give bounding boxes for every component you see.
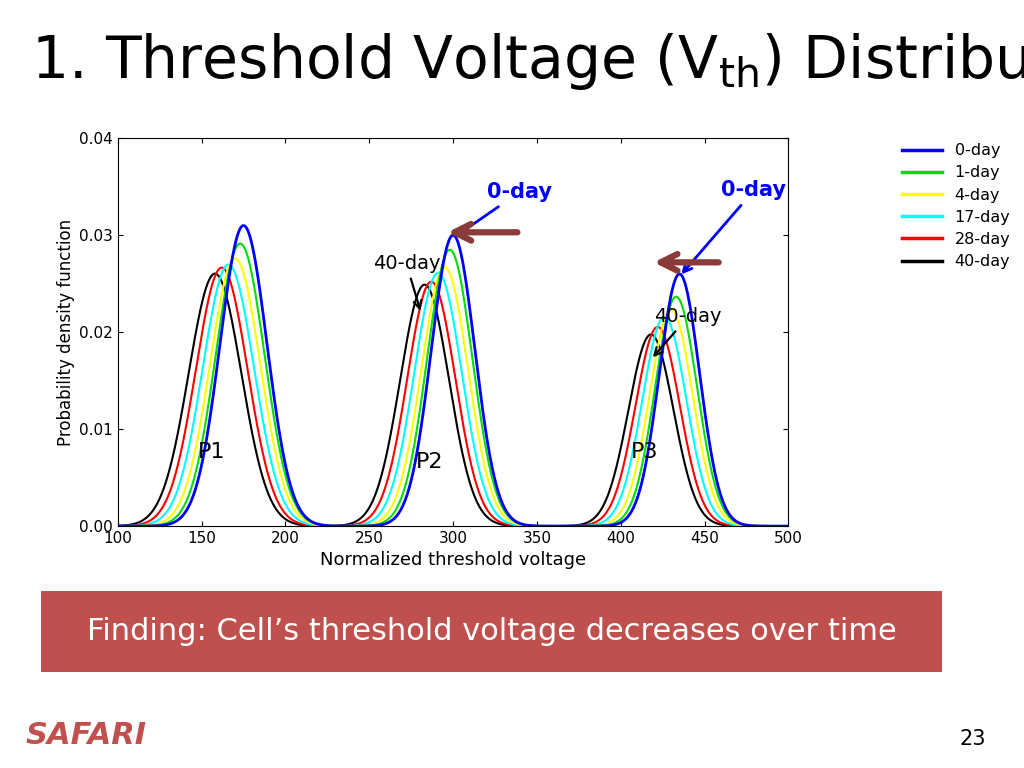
Text: P1: P1 <box>199 442 225 462</box>
X-axis label: Normalized threshold voltage: Normalized threshold voltage <box>321 551 586 570</box>
Text: P3: P3 <box>631 442 658 462</box>
Text: 1. Threshold Voltage ($\mathdefault{V_{th}}$) Distribution: 1. Threshold Voltage ($\mathdefault{V_{t… <box>31 31 1024 92</box>
Text: P2: P2 <box>416 452 443 472</box>
Y-axis label: Probability density function: Probability density function <box>57 219 75 445</box>
Text: 23: 23 <box>959 729 986 750</box>
Text: Finding: Cell’s threshold voltage decreases over time: Finding: Cell’s threshold voltage decrea… <box>87 617 896 646</box>
Legend: 0-day, 1-day, 4-day, 17-day, 28-day, 40-day: 0-day, 1-day, 4-day, 17-day, 28-day, 40-… <box>897 138 1015 274</box>
Text: 40-day: 40-day <box>654 307 722 356</box>
FancyBboxPatch shape <box>5 588 978 675</box>
Text: SAFARI: SAFARI <box>26 721 146 750</box>
Text: 40-day: 40-day <box>373 254 440 309</box>
Text: 0-day: 0-day <box>683 180 786 272</box>
Text: 0-day: 0-day <box>458 182 552 235</box>
